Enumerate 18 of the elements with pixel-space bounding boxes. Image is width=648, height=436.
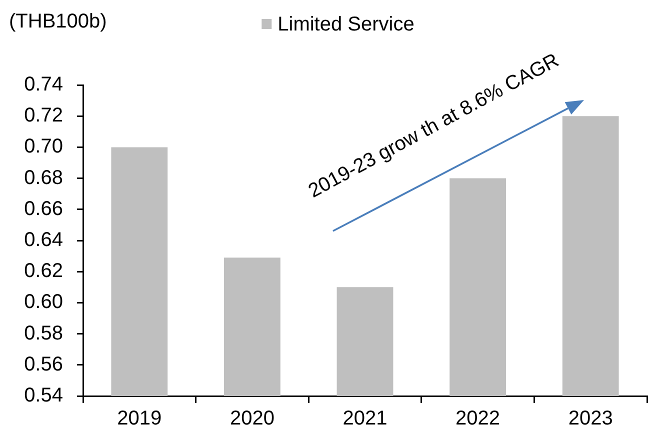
x-tick-label: 2023 (568, 408, 613, 430)
y-tick-label: 0.68 (24, 166, 63, 189)
y-axis-title: (THB100b) (9, 10, 107, 33)
legend-label: Limited Service (278, 14, 414, 36)
y-tick-label: 0.66 (24, 198, 63, 220)
x-tick-label: 2021 (342, 408, 388, 430)
x-tick-label: 2020 (230, 408, 274, 430)
y-tick-label: 0.56 (24, 353, 63, 376)
y-tick-label: 0.58 (24, 322, 63, 344)
y-tick-label: 0.60 (24, 291, 63, 314)
x-tick-label: 2022 (456, 408, 500, 430)
x-tick-label: 2019 (117, 408, 162, 430)
y-tick-label: 0.62 (24, 260, 63, 282)
y-tick-label: 0.72 (24, 104, 63, 127)
y-tick-label: 0.64 (24, 229, 63, 252)
y-tick-label: 0.54 (24, 384, 63, 407)
y-tick-label: 0.70 (24, 136, 63, 158)
y-tick-label: 0.74 (24, 74, 63, 96)
